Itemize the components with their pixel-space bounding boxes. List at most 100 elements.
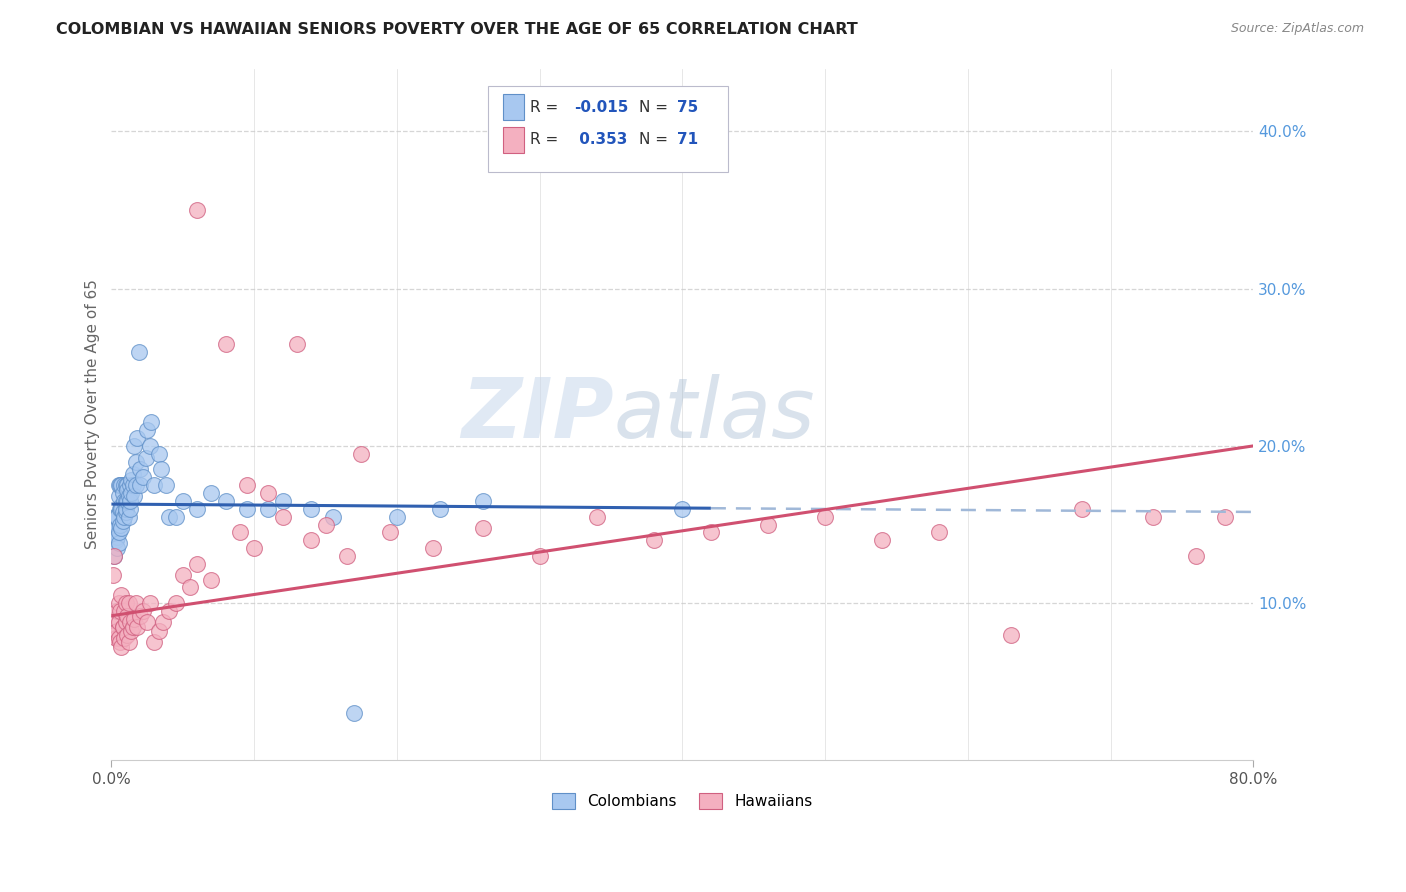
Hawaiians	[157, 604, 180, 618]
Hawaiians	[122, 612, 145, 626]
Colombians	[299, 501, 322, 516]
Colombians	[200, 486, 222, 500]
Colombians	[165, 509, 187, 524]
Colombians	[114, 478, 136, 492]
Colombians	[111, 515, 134, 529]
Colombians	[257, 501, 280, 516]
Colombians	[108, 517, 131, 532]
Text: 75: 75	[676, 100, 697, 115]
Colombians	[104, 509, 127, 524]
Colombians	[105, 509, 128, 524]
Bar	[503, 95, 523, 120]
Colombians	[103, 549, 125, 563]
Colombians	[105, 530, 128, 544]
Hawaiians	[101, 567, 124, 582]
Colombians	[132, 470, 155, 484]
Hawaiians	[103, 549, 125, 563]
Hawaiians	[103, 627, 125, 641]
Colombians	[117, 509, 139, 524]
Colombians	[112, 494, 135, 508]
Text: N =: N =	[638, 100, 673, 115]
Hawaiians	[112, 604, 135, 618]
Hawaiians	[214, 336, 236, 351]
Colombians	[157, 509, 180, 524]
Hawaiians	[108, 604, 131, 618]
Hawaiians	[315, 517, 337, 532]
Hawaiians	[124, 596, 146, 610]
Colombians	[186, 501, 208, 516]
Colombians	[471, 494, 494, 508]
Hawaiians	[111, 620, 134, 634]
Hawaiians	[700, 525, 723, 540]
Hawaiians	[139, 596, 162, 610]
Colombians	[107, 536, 129, 550]
Text: 0.353: 0.353	[574, 132, 627, 147]
Colombians	[114, 505, 136, 519]
Hawaiians	[236, 478, 259, 492]
Text: 71: 71	[676, 132, 697, 147]
Colombians	[107, 489, 129, 503]
Colombians	[172, 494, 194, 508]
Hawaiians	[186, 557, 208, 571]
Hawaiians	[585, 509, 607, 524]
Colombians	[114, 494, 136, 508]
Colombians	[128, 344, 150, 359]
Hawaiians	[132, 604, 155, 618]
Hawaiians	[271, 509, 294, 524]
Hawaiians	[257, 486, 280, 500]
Colombians	[118, 478, 141, 492]
Colombians	[117, 489, 139, 503]
Hawaiians	[110, 588, 132, 602]
Hawaiians	[1185, 549, 1208, 563]
Hawaiians	[148, 624, 170, 639]
Colombians	[111, 505, 134, 519]
Colombians	[104, 521, 127, 535]
Text: R =: R =	[530, 132, 564, 147]
Colombians	[118, 501, 141, 516]
Colombians	[429, 501, 451, 516]
Text: -0.015: -0.015	[574, 100, 628, 115]
Hawaiians	[285, 336, 308, 351]
Hawaiians	[114, 615, 136, 629]
Colombians	[129, 478, 152, 492]
Colombians	[155, 478, 177, 492]
Hawaiians	[105, 604, 128, 618]
Hawaiians	[115, 608, 138, 623]
Hawaiians	[143, 635, 166, 649]
Colombians	[120, 474, 142, 488]
Colombians	[671, 501, 693, 516]
Hawaiians	[104, 631, 127, 645]
Colombians	[115, 494, 138, 508]
Colombians	[118, 494, 141, 508]
Hawaiians	[107, 615, 129, 629]
Hawaiians	[643, 533, 665, 548]
Hawaiians	[471, 521, 494, 535]
Text: COLOMBIAN VS HAWAIIAN SENIORS POVERTY OVER THE AGE OF 65 CORRELATION CHART: COLOMBIAN VS HAWAIIAN SENIORS POVERTY OV…	[56, 22, 858, 37]
Colombians	[110, 501, 132, 516]
Colombians	[111, 486, 134, 500]
Colombians	[107, 478, 129, 492]
Colombians	[271, 494, 294, 508]
Hawaiians	[105, 624, 128, 639]
Colombians	[112, 509, 135, 524]
Colombians	[108, 478, 131, 492]
Colombians	[121, 478, 143, 492]
Hawaiians	[350, 447, 373, 461]
Hawaiians	[107, 631, 129, 645]
Colombians	[110, 499, 132, 513]
Colombians	[120, 486, 142, 500]
Colombians	[121, 467, 143, 482]
Hawaiians	[870, 533, 893, 548]
Hawaiians	[814, 509, 837, 524]
Hawaiians	[378, 525, 401, 540]
Hawaiians	[1142, 509, 1164, 524]
Hawaiians	[136, 615, 159, 629]
Colombians	[107, 525, 129, 540]
Colombians	[115, 478, 138, 492]
Hawaiians	[336, 549, 359, 563]
Hawaiians	[110, 640, 132, 655]
Hawaiians	[104, 612, 127, 626]
Colombians	[103, 509, 125, 524]
Colombians	[114, 501, 136, 516]
Hawaiians	[179, 581, 201, 595]
